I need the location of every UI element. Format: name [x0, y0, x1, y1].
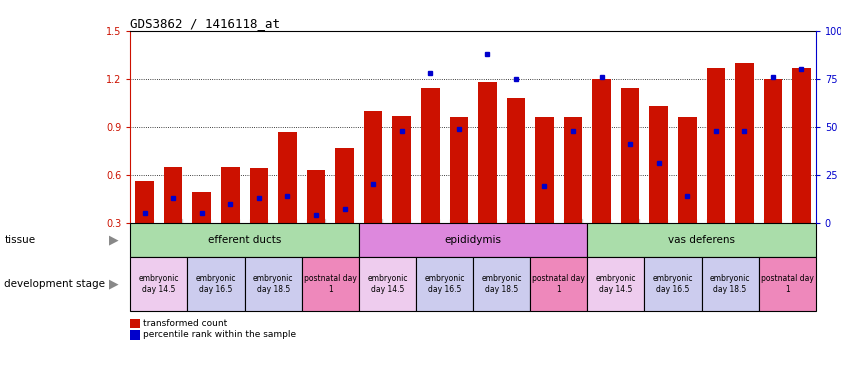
Text: embryonic
day 14.5: embryonic day 14.5	[139, 275, 179, 294]
Text: postnatal day
1: postnatal day 1	[304, 275, 357, 294]
Bar	[302, 257, 359, 311]
Text: embryonic
day 16.5: embryonic day 16.5	[653, 275, 693, 294]
Bar	[416, 257, 473, 311]
Text: ▶: ▶	[108, 233, 119, 247]
Bar	[245, 257, 302, 311]
Bar	[792, 68, 811, 223]
Bar	[449, 117, 468, 223]
Bar	[735, 63, 754, 223]
Bar	[193, 192, 211, 223]
Bar	[130, 223, 359, 257]
Bar	[649, 106, 668, 223]
Text: percentile rank within the sample: percentile rank within the sample	[143, 330, 296, 339]
Bar	[359, 257, 416, 311]
Bar	[563, 117, 582, 223]
Bar	[759, 257, 816, 311]
Bar	[592, 79, 611, 223]
Bar	[221, 167, 240, 223]
Text: efferent ducts: efferent ducts	[208, 235, 281, 245]
Text: embryonic
day 14.5: embryonic day 14.5	[595, 275, 636, 294]
Bar	[130, 257, 188, 311]
Text: development stage: development stage	[4, 279, 105, 289]
Bar	[506, 98, 525, 223]
Text: transformed count: transformed count	[143, 319, 227, 328]
Bar	[135, 181, 154, 223]
Bar	[364, 111, 383, 223]
Bar	[678, 117, 696, 223]
Text: vas deferens: vas deferens	[668, 235, 735, 245]
Bar	[535, 117, 553, 223]
Bar	[644, 257, 701, 311]
Bar	[336, 147, 354, 223]
Bar	[250, 168, 268, 223]
Text: tissue: tissue	[4, 235, 35, 245]
Bar	[701, 257, 759, 311]
Bar	[478, 82, 497, 223]
Bar	[278, 131, 297, 223]
Text: embryonic
day 18.5: embryonic day 18.5	[253, 275, 294, 294]
Bar	[188, 257, 245, 311]
Bar	[764, 79, 782, 223]
Bar	[307, 170, 325, 223]
Bar	[473, 257, 530, 311]
Text: embryonic
day 18.5: embryonic day 18.5	[481, 275, 522, 294]
Bar	[359, 223, 587, 257]
Bar	[706, 68, 725, 223]
Text: postnatal day
1: postnatal day 1	[761, 275, 813, 294]
Bar	[530, 257, 587, 311]
Text: GDS3862 / 1416118_at: GDS3862 / 1416118_at	[130, 17, 280, 30]
Text: embryonic
day 16.5: embryonic day 16.5	[424, 275, 465, 294]
Bar	[393, 116, 411, 223]
Text: embryonic
day 16.5: embryonic day 16.5	[196, 275, 236, 294]
Text: ▶: ▶	[108, 278, 119, 291]
Bar	[587, 223, 816, 257]
Bar	[164, 167, 182, 223]
Text: postnatal day
1: postnatal day 1	[532, 275, 585, 294]
Bar	[421, 88, 440, 223]
Bar	[587, 257, 644, 311]
Text: embryonic
day 14.5: embryonic day 14.5	[368, 275, 408, 294]
Text: embryonic
day 18.5: embryonic day 18.5	[710, 275, 750, 294]
Bar	[621, 88, 639, 223]
Text: epididymis: epididymis	[445, 235, 501, 245]
